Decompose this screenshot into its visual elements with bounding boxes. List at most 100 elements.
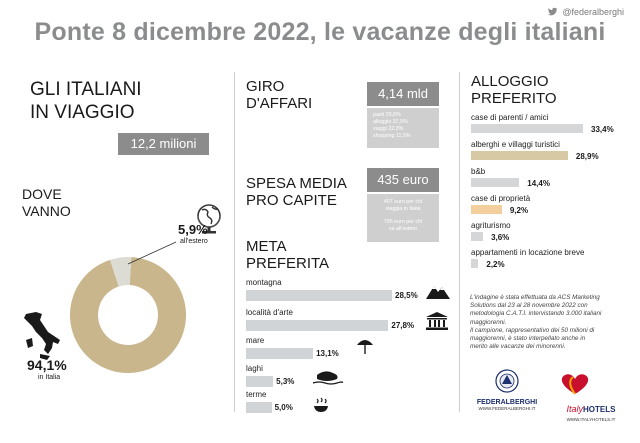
destination-label: mare — [246, 336, 265, 345]
lodging-heading-line2: PREFERITO — [471, 90, 557, 107]
column-divider-left — [234, 72, 235, 412]
italyhotels-name-italy: Italy — [566, 404, 584, 414]
footnote-line: metodologia C.A.T.I. intervistando 3.000… — [470, 310, 602, 318]
destination-bar-chart: montagna 28,5% località d'arte 27,8% mare 13,… — [246, 278, 456, 418]
federalberghi-name: FEDERALBERGHI — [476, 399, 538, 406]
lodging-value: 28,9% — [575, 152, 599, 161]
destination-heading-line1: META — [246, 238, 287, 255]
lodging-value: 2,2% — [486, 260, 505, 269]
lodging-value: 33,4% — [591, 125, 614, 134]
federalberghi-emblem-icon — [495, 369, 519, 393]
footnote-line: Solutions dal 23 al 28 novembre 2022 con — [470, 302, 588, 310]
federalberghi-url[interactable]: WWW.FEDERALBERGHI.IT — [478, 406, 536, 411]
destination-heading-line2: PREFERITA — [246, 255, 330, 272]
lodging-value: 9,2% — [509, 206, 529, 215]
spend-note2-line2: va all'estero — [388, 226, 418, 232]
spend-note2-line1: 795 euro per chi — [383, 219, 423, 225]
italyhotels-name-hotels: HOTELS — [583, 405, 616, 414]
business-heading-line1: GIRO — [246, 78, 285, 95]
lodging-label: case di proprietà — [471, 194, 531, 203]
footnote-line: maggiorenni. — [470, 318, 507, 326]
footnote-line: merito alle vacanze dei minorenni. — [470, 343, 566, 351]
spend-heading: SPESA MEDIA PRO CAPITE — [246, 175, 347, 209]
lodging-label: appartamenti in locazione breve — [471, 248, 585, 257]
destination-label: località d'arte — [246, 308, 293, 317]
destination-label: terme — [246, 390, 267, 399]
lodging-bar — [471, 259, 479, 268]
globe-icon — [197, 204, 221, 234]
lodging-value: 3,6% — [491, 233, 510, 242]
donut-slice-italy — [70, 257, 186, 373]
twitter-handle-text: @federalberghi — [562, 6, 624, 17]
travel-total-box: 12,2 milioni — [118, 133, 209, 155]
page-title: Ponte 8 dicembre 2022, le vacanze degli … — [34, 18, 606, 46]
lodging-bar — [471, 232, 484, 241]
business-detail: shopping 11,5% — [373, 133, 411, 139]
twitter-handle[interactable]: @federalberghi — [547, 6, 624, 17]
travel-heading: GLI ITALIANI IN VIAGGIO — [30, 78, 142, 124]
lodging-heading: ALLOGGIO PREFERITO — [471, 73, 557, 107]
destination-bar — [246, 376, 274, 387]
where-heading-line2: VANNO — [22, 203, 71, 219]
lodging-bar — [471, 205, 502, 214]
travel-heading-line1: GLI ITALIANI — [30, 79, 142, 100]
museum-icon — [426, 312, 448, 330]
lodging-label: agriturismo — [471, 221, 511, 230]
italy-map-icon — [24, 312, 60, 360]
business-heading: GIRO D'AFFARI — [246, 78, 312, 112]
lake-icon — [312, 371, 343, 385]
destination-label: montagna — [246, 278, 282, 287]
spend-note1-line1: 407 euro per chi — [383, 199, 423, 205]
footnote-line: L'indagine è stata effettuata da ACS Mar… — [470, 294, 600, 301]
business-detail: viaggi 22,3% — [373, 126, 404, 132]
destination-bar — [246, 290, 392, 301]
business-total-box: 4,14 mld — [367, 82, 439, 106]
business-breakdown-box: pasti 29,6% alloggio 37,5% viaggi 22,3% … — [367, 108, 439, 148]
footnote-line: Il campione, rappresentativo dei 50 mili… — [470, 326, 595, 334]
business-detail: pasti 29,6% — [373, 112, 401, 118]
italyhotels-url[interactable]: WWW.ITALYHOTELS.IT — [566, 417, 616, 422]
destination-bar — [246, 320, 389, 331]
lodging-label: alberghi e villaggi turistici — [471, 140, 560, 149]
lodging-bar — [471, 124, 583, 133]
destination-donut-chart — [70, 257, 186, 373]
italy-label: in Italia — [38, 374, 61, 381]
lodging-value: 14,4% — [527, 179, 550, 188]
where-heading-line1: DOVE — [22, 186, 62, 202]
lodging-bar — [471, 151, 568, 160]
italyhotels-logo[interactable]: ItalyHOTELS WWW.ITALYHOTELS.IT — [555, 372, 627, 422]
column-divider-right — [459, 72, 460, 412]
destination-value: 28,5% — [395, 291, 418, 300]
destination-bar — [246, 402, 272, 413]
donut-slice-abroad — [110, 257, 132, 287]
where-heading: DOVE VANNO — [22, 186, 71, 220]
federalberghi-logo[interactable]: FEDERALBERGHI WWW.FEDERALBERGHI.IT — [472, 368, 542, 411]
spend-heading-line1: SPESA MEDIA — [246, 175, 347, 192]
italyhotels-heart-icon — [561, 374, 589, 395]
destination-value: 27,8% — [391, 321, 415, 330]
travel-heading-line2: IN VIAGGIO — [30, 102, 135, 123]
destination-value: 13,1% — [316, 349, 339, 358]
destination-value: 5,0% — [274, 403, 293, 412]
lodging-bar-chart: case di parenti / amici 33,4% alberghi e v… — [471, 113, 631, 273]
spend-note1-line2: viaggia in Italia — [385, 206, 421, 212]
italyhotels-name: ItalyHOTELS — [555, 399, 627, 417]
abroad-label: all'estero — [180, 238, 208, 245]
twitter-icon — [548, 7, 558, 16]
footnote-line: maggiorenni, è stato interpellato anche … — [470, 335, 586, 343]
abroad-connector-line — [127, 241, 177, 265]
beach-umbrella-icon — [357, 340, 373, 354]
destination-value: 5,3% — [276, 377, 295, 386]
lodging-bar — [471, 178, 520, 187]
mountain-icon — [426, 286, 450, 299]
business-detail: alloggio 37,5% — [373, 119, 408, 125]
destination-bar — [246, 348, 314, 359]
lodging-label: case di parenti / amici — [471, 113, 549, 122]
destination-heading: META PREFERITA — [246, 238, 329, 272]
lodging-label: b&b — [471, 167, 486, 176]
spend-breakdown-box: 407 euro per chi viaggia in Italia 795 e… — [367, 194, 439, 242]
abroad-pct: 5,9% — [178, 222, 208, 237]
italy-pct: 94,1% — [27, 357, 67, 373]
survey-footnote: L'indagine è stata effettuata da ACS Mar… — [470, 294, 630, 351]
business-heading-line2: D'AFFARI — [246, 95, 313, 112]
